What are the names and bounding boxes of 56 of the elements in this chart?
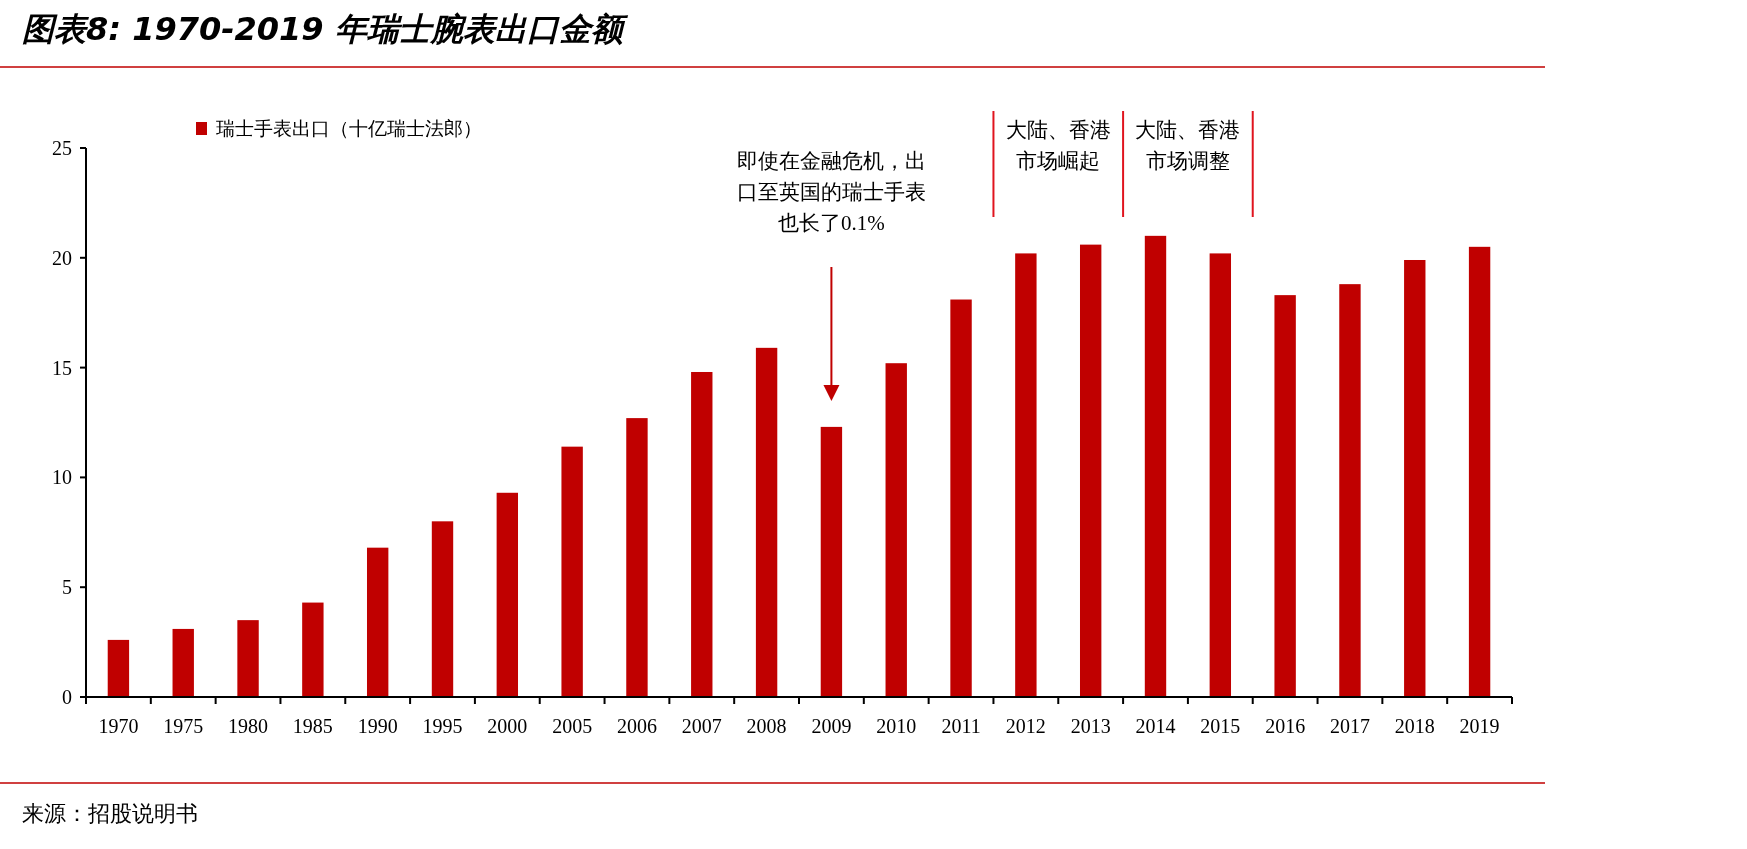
x-tick-label: 2006 — [616, 715, 657, 737]
bar — [691, 371, 713, 697]
x-tick-label: 2019 — [1459, 715, 1500, 737]
legend-label: 瑞士手表出口（十亿瑞士法郎） — [216, 118, 482, 139]
annotation: 即使在金融危机，出口至英国的瑞士手表也长了0.1% — [736, 149, 926, 235]
x-tick-label: 2010 — [876, 715, 917, 737]
bar — [1209, 253, 1232, 697]
bar — [1015, 253, 1037, 697]
bar — [626, 418, 648, 697]
source-note: 来源：招股说明书 — [22, 801, 198, 826]
x-tick-label: 2015 — [1200, 715, 1241, 737]
x-tick-label: 1995 — [422, 715, 463, 737]
x-tick-label: 2013 — [1070, 715, 1111, 737]
bar — [237, 620, 259, 697]
x-tick-label: 2000 — [487, 715, 528, 737]
bar — [366, 547, 389, 697]
bar — [1404, 260, 1426, 697]
annotation: 大陆、香港市场调整 — [1135, 118, 1241, 173]
bar — [431, 521, 454, 697]
x-tick-label: 2012 — [1005, 715, 1046, 737]
y-tick-label: 20 — [52, 246, 72, 269]
y-tick-label: 5 — [62, 576, 72, 599]
x-tick-label: 1990 — [357, 715, 398, 737]
bar — [107, 639, 130, 697]
bar — [820, 426, 843, 697]
bar — [302, 602, 324, 697]
bar — [885, 363, 907, 697]
x-tick-label: 2014 — [1135, 715, 1176, 737]
bar — [950, 299, 972, 697]
bar — [1144, 235, 1167, 697]
bar — [755, 347, 778, 697]
x-tick-label: 2007 — [681, 715, 722, 737]
x-tick-label: 2017 — [1329, 715, 1370, 737]
bar — [1468, 246, 1491, 697]
bar — [496, 492, 519, 697]
bar — [1274, 295, 1296, 697]
x-tick-label: 1980 — [228, 715, 269, 737]
x-tick-label: 2008 — [746, 715, 787, 737]
x-tick-label: 2018 — [1394, 715, 1435, 737]
y-tick-label: 25 — [52, 137, 72, 159]
x-tick-label: 1975 — [163, 715, 204, 737]
x-tick-label: 2011 — [941, 715, 981, 737]
x-tick-label: 2009 — [811, 715, 852, 737]
y-tick-label: 15 — [52, 356, 72, 379]
bar — [561, 446, 583, 697]
y-tick-label: 0 — [62, 686, 72, 708]
bar — [172, 628, 194, 697]
bar — [1339, 284, 1361, 697]
annotation: 大陆、香港市场崛起 — [1005, 118, 1111, 173]
x-tick-label: 1985 — [292, 715, 333, 737]
x-tick-label: 1970 — [98, 715, 139, 737]
y-tick-label: 10 — [52, 466, 72, 489]
chart-title: 图表8: 1970-2019 年瑞士腕表出口金额 — [22, 10, 629, 48]
bar — [1079, 244, 1102, 697]
x-tick-label: 2016 — [1265, 715, 1306, 737]
x-tick-label: 2005 — [552, 715, 593, 737]
